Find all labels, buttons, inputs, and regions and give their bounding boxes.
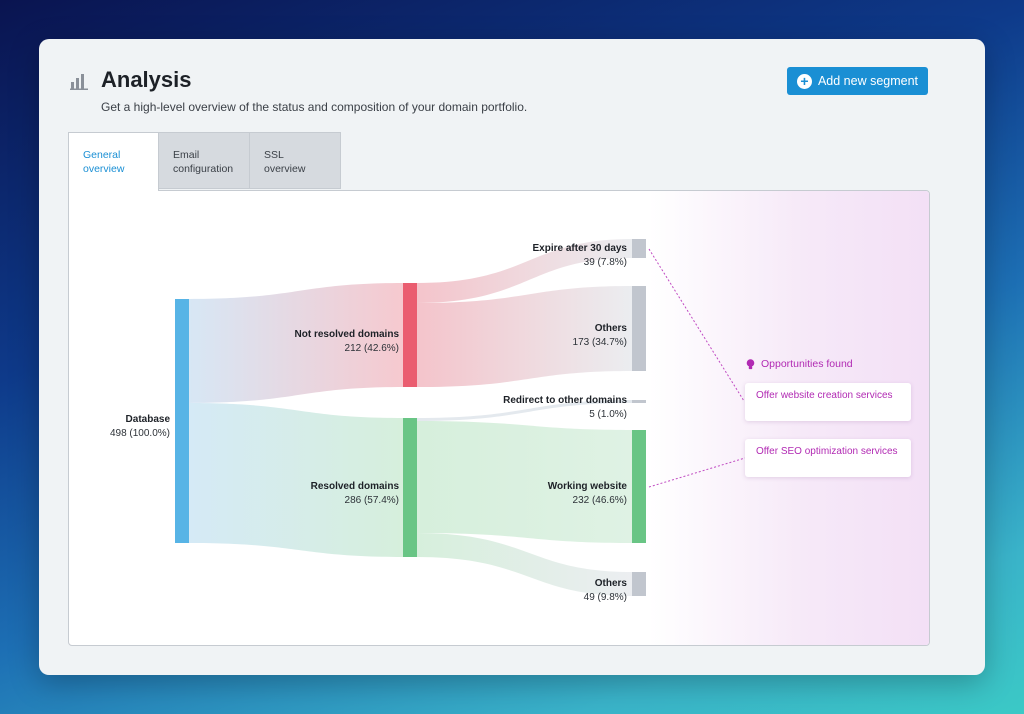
label-redirect: Redirect to other domains 5 (1.0%) bbox=[467, 394, 627, 422]
link-resolved-redirect bbox=[417, 400, 632, 421]
connector-working-opportunity bbox=[648, 457, 746, 488]
sankey-panel: Database 498 (100.0%) Not resolved domai… bbox=[68, 190, 930, 646]
node-name: Expire after 30 days bbox=[532, 243, 628, 254]
tab-label: Email configuration bbox=[173, 149, 234, 175]
label-others-1: Others 173 (34.7%) bbox=[467, 322, 627, 350]
link-database-not-resolved bbox=[189, 283, 403, 403]
label-database: Database 498 (100.0%) bbox=[69, 413, 170, 441]
node-others-2[interactable] bbox=[632, 572, 646, 596]
page-title: Analysis bbox=[101, 67, 192, 92]
plus-icon: + bbox=[796, 73, 812, 89]
add-segment-label: Add new segment bbox=[817, 74, 919, 88]
node-resolved[interactable] bbox=[403, 418, 417, 557]
tab-label: General overview bbox=[83, 149, 125, 175]
node-name: Working website bbox=[547, 481, 627, 492]
node-value: 498 (100.0%) bbox=[109, 428, 170, 439]
node-value: 173 (34.7%) bbox=[572, 337, 627, 348]
add-segment-button[interactable]: + Add new segment bbox=[787, 67, 928, 95]
label-expire: Expire after 30 days 39 (7.8%) bbox=[467, 242, 628, 270]
node-name: Others bbox=[594, 323, 627, 334]
link-resolved-others bbox=[417, 533, 632, 596]
link-database-resolved bbox=[189, 403, 403, 557]
bar-chart-icon bbox=[70, 74, 88, 90]
node-value: 232 (46.6%) bbox=[572, 495, 627, 506]
node-value: 5 (1.0%) bbox=[589, 409, 627, 420]
opportunities-heading-label: Opportunities found bbox=[761, 358, 853, 370]
link-not-resolved-expire bbox=[417, 239, 632, 303]
opportunity-seo-optimization[interactable]: Offer SEO optimization services bbox=[745, 439, 911, 477]
tab-general-overview[interactable]: General overview bbox=[68, 132, 159, 191]
page-subtitle: Get a high-level overview of the status … bbox=[101, 100, 528, 114]
node-name: Resolved domains bbox=[310, 481, 399, 492]
label-resolved: Resolved domains 286 (57.4%) bbox=[239, 480, 399, 508]
node-not-resolved[interactable] bbox=[403, 283, 417, 387]
node-database[interactable] bbox=[175, 299, 189, 543]
node-others-1[interactable] bbox=[632, 286, 646, 371]
label-working: Working website 232 (46.6%) bbox=[467, 480, 627, 508]
node-value: 286 (57.4%) bbox=[344, 495, 399, 506]
opportunity-label: Offer website creation services bbox=[756, 390, 893, 401]
label-others-2: Others 49 (9.8%) bbox=[467, 577, 627, 605]
tab-email-configuration[interactable]: Email configuration bbox=[159, 132, 250, 189]
node-value: 49 (9.8%) bbox=[583, 592, 627, 603]
node-name: Redirect to other domains bbox=[503, 395, 627, 406]
node-name: Database bbox=[125, 414, 170, 425]
node-name: Not resolved domains bbox=[294, 329, 399, 340]
node-name: Others bbox=[594, 578, 627, 589]
node-value: 39 (7.8%) bbox=[583, 257, 627, 268]
lightbulb-icon bbox=[746, 358, 755, 369]
analysis-card: Analysis Get a high-level overview of th… bbox=[39, 39, 985, 675]
tab-label: SSL overview bbox=[264, 149, 306, 175]
node-expire[interactable] bbox=[632, 239, 646, 258]
node-redirect[interactable] bbox=[632, 400, 646, 403]
sankey-diagram bbox=[175, 239, 746, 596]
tab-bar: General overview Email configuration SSL… bbox=[68, 132, 341, 191]
connector-expire-opportunity bbox=[648, 248, 745, 402]
tab-ssl-overview[interactable]: SSL overview bbox=[250, 132, 341, 189]
node-value: 212 (42.6%) bbox=[344, 343, 399, 354]
opportunity-website-creation[interactable]: Offer website creation services bbox=[745, 383, 911, 421]
link-not-resolved-others bbox=[417, 286, 632, 387]
node-working[interactable] bbox=[632, 430, 646, 543]
link-resolved-working bbox=[417, 421, 632, 543]
opportunities-heading: Opportunities found bbox=[746, 358, 853, 370]
label-not-resolved: Not resolved domains 212 (42.6%) bbox=[239, 328, 399, 356]
opportunity-label: Offer SEO optimization services bbox=[756, 446, 898, 457]
